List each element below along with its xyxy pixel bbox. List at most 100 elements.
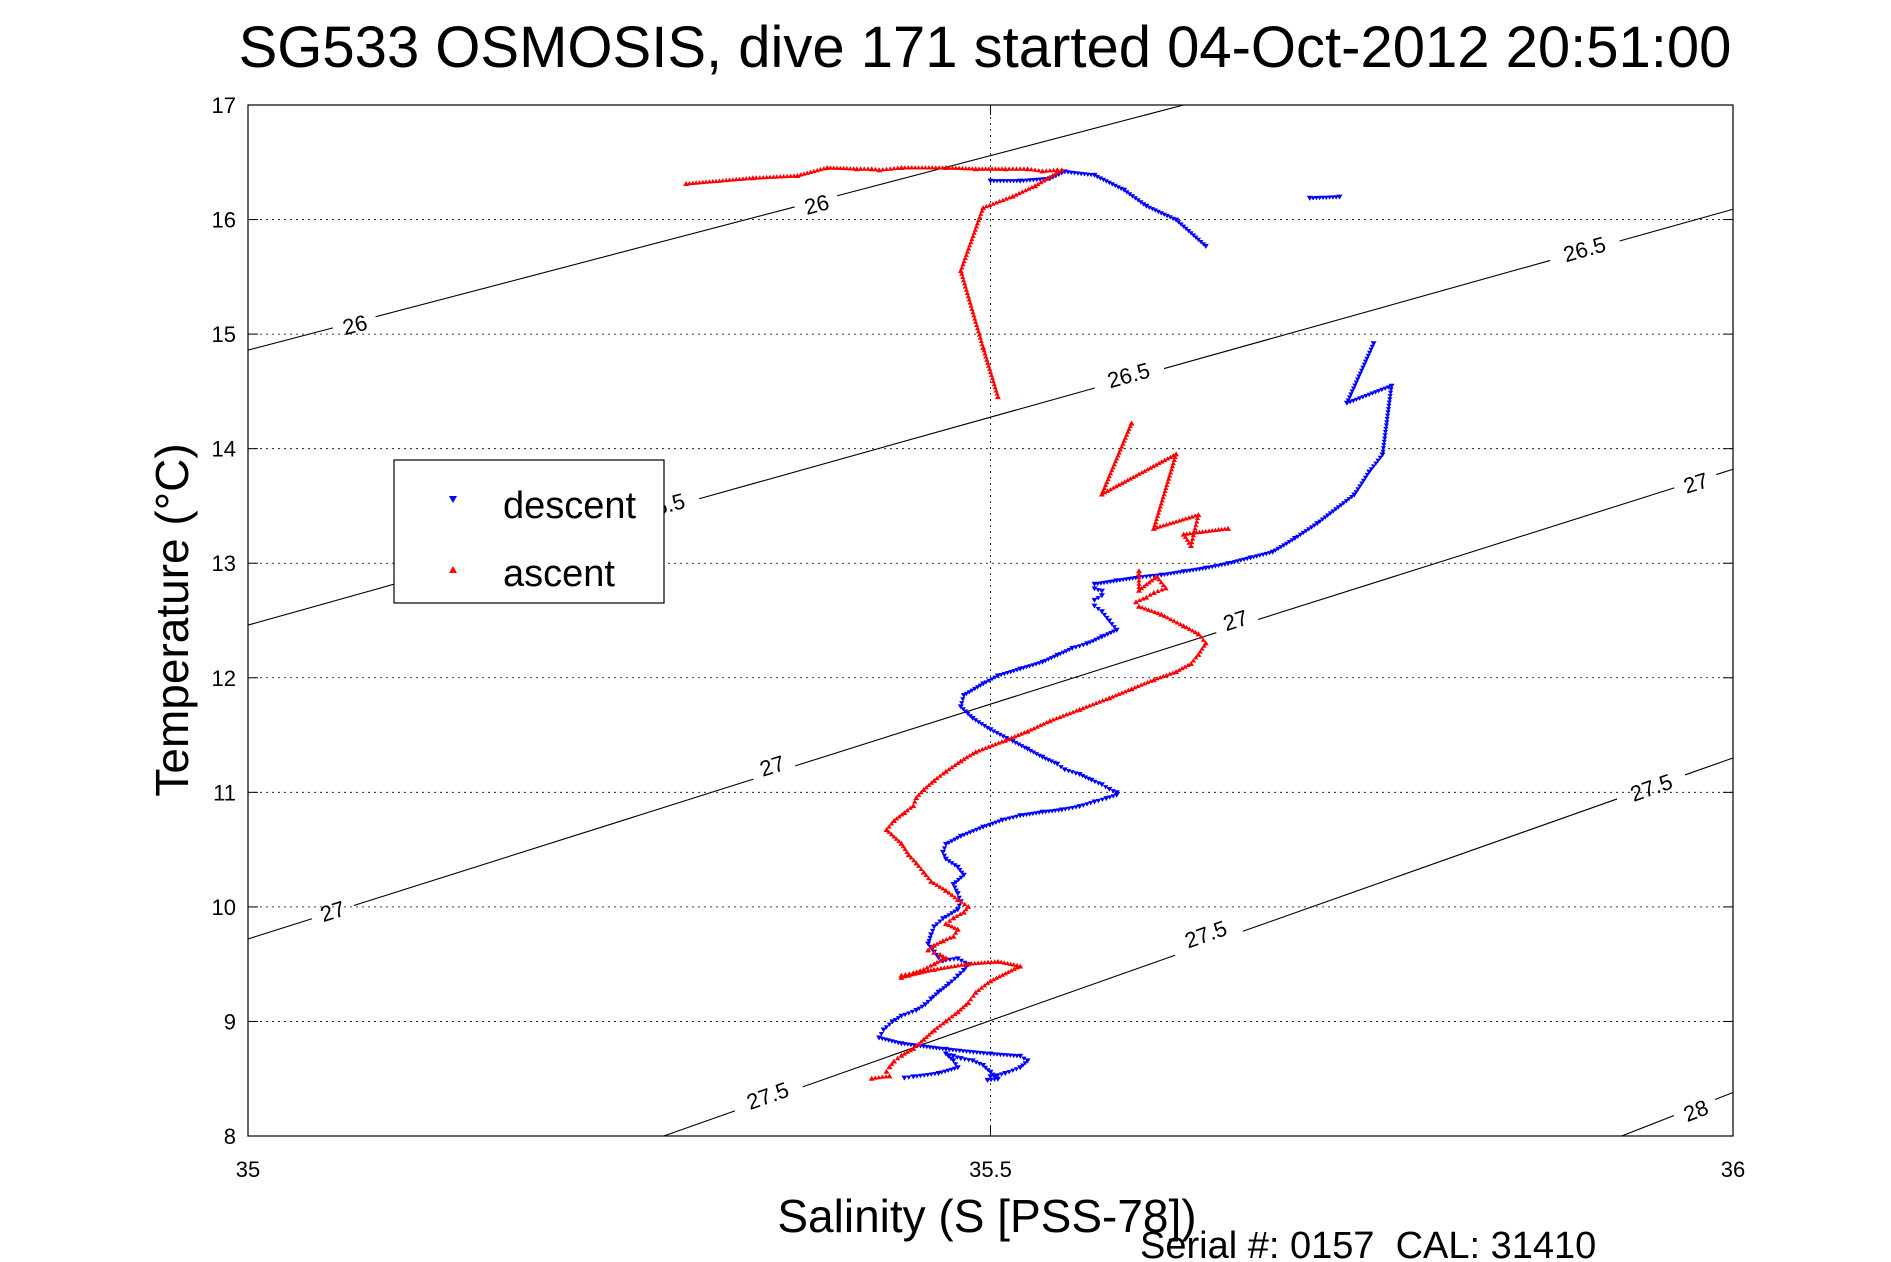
ascent-point bbox=[931, 942, 938, 948]
ascent-marker bbox=[1014, 965, 1020, 970]
descent-point bbox=[1002, 1071, 1009, 1076]
ascent-marker bbox=[1136, 471, 1142, 476]
descent-marker bbox=[895, 1016, 901, 1021]
ascent-marker bbox=[934, 1025, 940, 1030]
ascent-marker bbox=[1013, 192, 1019, 197]
ascent-marker bbox=[1145, 467, 1151, 472]
descent-point bbox=[898, 1013, 905, 1019]
ascent-marker bbox=[1060, 713, 1066, 718]
ascent-point bbox=[957, 268, 964, 274]
ascent-marker bbox=[1113, 693, 1119, 698]
ascent-marker bbox=[970, 233, 976, 238]
ascent-marker bbox=[899, 812, 905, 817]
y-tick-label: 12 bbox=[212, 666, 236, 691]
descent-point bbox=[942, 856, 949, 862]
descent-marker bbox=[1080, 773, 1086, 779]
ascent-marker bbox=[1169, 464, 1175, 469]
descent-marker bbox=[1281, 543, 1287, 548]
descent-marker bbox=[1367, 350, 1373, 355]
ascent-marker bbox=[1165, 615, 1171, 620]
descent-point bbox=[1121, 187, 1128, 193]
contour-line-26 bbox=[247, 327, 334, 351]
descent-point bbox=[954, 907, 961, 913]
descent-point bbox=[960, 967, 967, 973]
descent-marker bbox=[1382, 436, 1388, 441]
descent-marker bbox=[1347, 400, 1353, 405]
ascent-marker bbox=[969, 236, 975, 242]
descent-marker bbox=[1351, 386, 1357, 391]
descent-marker bbox=[892, 1018, 899, 1023]
ascent-marker bbox=[971, 313, 977, 318]
descent-marker bbox=[1048, 656, 1054, 661]
ascent-marker bbox=[1036, 168, 1042, 173]
contour-line-27 bbox=[1258, 487, 1675, 620]
descent-marker bbox=[925, 1073, 931, 1078]
ascent-marker bbox=[876, 1075, 882, 1080]
descent-point bbox=[922, 1002, 929, 1008]
descent-marker bbox=[1092, 779, 1098, 785]
descent-marker bbox=[986, 678, 992, 684]
ascent-marker bbox=[1127, 476, 1133, 481]
y-tick-label: 11 bbox=[213, 780, 236, 805]
descent-point bbox=[1247, 555, 1254, 561]
descent-point bbox=[940, 849, 946, 855]
ascent-marker bbox=[991, 382, 997, 387]
ascent-marker bbox=[998, 959, 1004, 964]
ascent-marker bbox=[993, 200, 999, 205]
descent-point bbox=[999, 817, 1006, 823]
ascent-marker bbox=[1103, 696, 1109, 702]
descent-point bbox=[1291, 536, 1298, 541]
ascent-marker bbox=[1142, 606, 1148, 611]
ascent-point bbox=[1143, 594, 1150, 600]
ascent-marker bbox=[1183, 625, 1190, 630]
ascent-marker bbox=[1164, 482, 1170, 487]
descent-marker bbox=[1381, 439, 1387, 445]
descent-marker bbox=[1082, 775, 1089, 780]
ascent-point bbox=[1024, 728, 1031, 734]
descent-marker bbox=[1111, 629, 1117, 634]
descent-marker bbox=[1385, 385, 1391, 390]
descent-marker bbox=[1372, 390, 1379, 395]
ascent-marker bbox=[1155, 510, 1162, 515]
ascent-marker bbox=[767, 174, 773, 179]
ascent-marker bbox=[888, 831, 895, 837]
descent-marker bbox=[1034, 177, 1040, 183]
descent-marker bbox=[964, 831, 970, 836]
descent-marker bbox=[991, 729, 997, 734]
descent-marker bbox=[1030, 178, 1036, 183]
ascent-marker bbox=[1158, 579, 1164, 585]
descent-marker bbox=[1360, 365, 1366, 370]
ascent-marker bbox=[900, 843, 906, 849]
ascent-point bbox=[1058, 167, 1065, 173]
descent-marker bbox=[943, 984, 949, 989]
ascent-marker bbox=[912, 165, 918, 170]
ascent-marker bbox=[918, 866, 924, 871]
descent-point bbox=[1098, 782, 1105, 788]
ascent-marker bbox=[1156, 460, 1162, 466]
contour-label-26: 26 bbox=[340, 310, 370, 340]
descent-point bbox=[987, 1069, 994, 1075]
ascent-marker bbox=[1070, 709, 1076, 714]
ascent-marker bbox=[1047, 174, 1053, 179]
descent-marker bbox=[1147, 574, 1153, 579]
ascent-point bbox=[910, 1045, 917, 1051]
ascent-marker bbox=[827, 165, 834, 170]
ascent-point bbox=[1136, 603, 1142, 609]
descent-marker bbox=[958, 971, 964, 976]
ascent-marker bbox=[981, 348, 987, 353]
ascent-marker bbox=[1116, 482, 1122, 487]
descent-marker bbox=[927, 944, 933, 949]
descent-point bbox=[1076, 772, 1083, 777]
descent-marker bbox=[1311, 523, 1317, 528]
ascent-marker bbox=[901, 1051, 907, 1056]
descent-marker bbox=[1106, 180, 1112, 186]
ascent-marker bbox=[937, 884, 943, 889]
descent-marker bbox=[982, 1065, 989, 1071]
descent-marker bbox=[1101, 612, 1107, 618]
descent-marker bbox=[1022, 1061, 1028, 1066]
ascent-marker bbox=[969, 166, 975, 171]
descent-marker bbox=[949, 839, 955, 844]
descent-marker bbox=[990, 821, 996, 827]
ascent-marker bbox=[934, 775, 940, 781]
descent-point bbox=[1054, 652, 1061, 658]
